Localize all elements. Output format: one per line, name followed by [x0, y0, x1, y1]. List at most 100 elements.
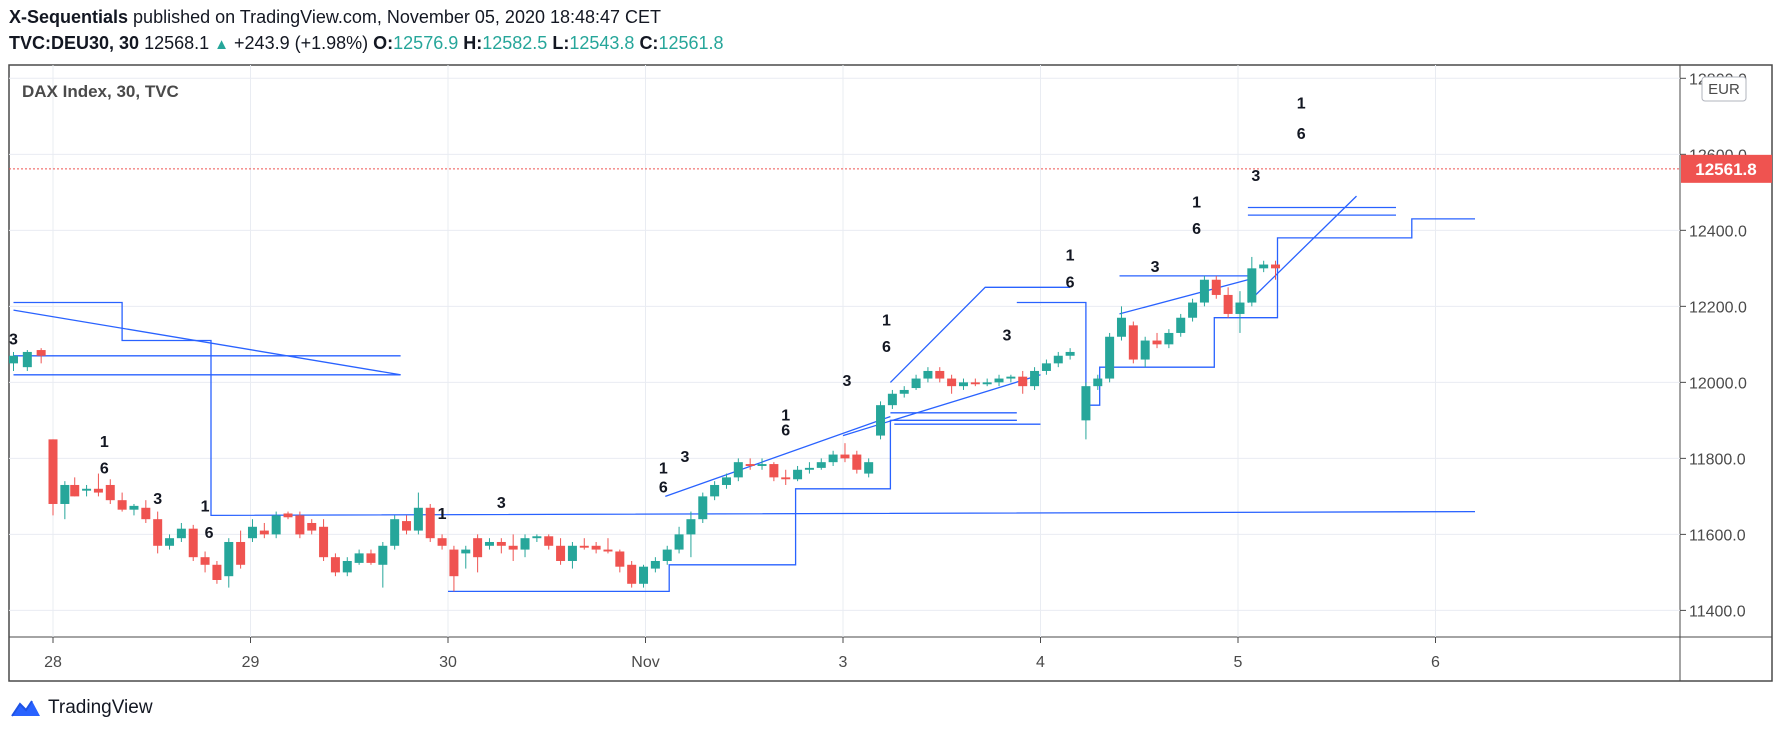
candle-body: [402, 521, 412, 531]
candle-body: [745, 464, 755, 466]
candle-body: [911, 378, 921, 389]
y-tick-label: 12000.0: [1689, 375, 1747, 392]
candle-body: [769, 464, 779, 478]
x-tick-label: 28: [44, 654, 62, 671]
candle-body: [82, 488, 92, 491]
last-price-tag-label: 12561.8: [1695, 160, 1756, 179]
candle-body: [425, 507, 435, 539]
time-axis[interactable]: 28 29 30 Nov 3 4 5 6: [44, 637, 1440, 671]
candle-body: [36, 350, 46, 356]
candle-body: [1271, 264, 1281, 269]
candle-body: [390, 519, 400, 546]
tradingview-logo[interactable]: TradingView: [10, 697, 153, 719]
sequence-count-label: 1: [882, 312, 891, 329]
overlay-line: [889, 286, 1071, 383]
candle-body: [887, 393, 897, 406]
candle-body: [461, 549, 471, 554]
candle-body: [532, 536, 542, 539]
open-value: 12576.9: [393, 33, 459, 53]
published-text: published on TradingView.com, November 0…: [133, 7, 662, 27]
candle-body: [1211, 279, 1221, 295]
candle-body: [22, 351, 32, 368]
candle-body: [1247, 268, 1257, 303]
sequence-count-label: 3: [153, 491, 162, 508]
candle-body: [556, 545, 566, 561]
candle-body: [165, 538, 175, 546]
sequence-count-label: 1: [659, 461, 668, 478]
candle-body: [247, 526, 257, 539]
candle-body: [781, 477, 791, 480]
candle-body: [947, 378, 957, 387]
overlay-line: [1119, 279, 1249, 315]
candle-body: [591, 545, 601, 550]
candle-body: [378, 545, 388, 565]
y-tick-label: 11800.0: [1689, 451, 1746, 468]
candle-body: [176, 528, 186, 539]
candle-body: [1152, 340, 1162, 345]
candle-body: [579, 545, 589, 548]
overlay-line: [1016, 218, 1475, 406]
sequence-count-label: 1: [201, 499, 210, 516]
sequence-count-label: 3: [1251, 168, 1260, 185]
candle-body: [603, 549, 613, 552]
candle-body: [1164, 332, 1174, 345]
sequence-count-label: 1: [1066, 248, 1075, 265]
candle-body: [935, 370, 945, 379]
candle-body: [698, 496, 708, 520]
candle-body: [413, 507, 423, 531]
candle-body: [840, 454, 850, 459]
candle-body: [615, 551, 625, 567]
close-label: C:: [639, 33, 659, 53]
candle-body: [674, 534, 684, 550]
low-value: 12543.8: [569, 33, 635, 53]
candle-body: [733, 462, 743, 478]
candle-body: [970, 382, 980, 385]
sequence-count-label: 6: [882, 339, 891, 356]
candle-body: [9, 355, 18, 364]
publish-info: X-Sequentials published on TradingView.c…: [9, 7, 661, 28]
candle-body: [1030, 370, 1040, 387]
candle-body: [1065, 351, 1075, 356]
author-name[interactable]: X-Sequentials: [9, 7, 129, 27]
last-price-tag: 12561.8: [1681, 154, 1772, 183]
candle-body: [982, 382, 992, 385]
candle-body: [129, 505, 139, 510]
candle-body: [200, 557, 210, 565]
overlay-line: [1247, 195, 1357, 303]
chart-frame: [8, 64, 1773, 682]
brand-name: TradingView: [48, 697, 153, 718]
high-value: 12582.5: [482, 33, 548, 53]
sequence-count-label: 6: [781, 423, 790, 440]
sequence-count-label: 3: [9, 331, 18, 348]
candle-body: [1259, 264, 1269, 269]
candle-body: [60, 484, 70, 504]
y-tick-label: 12400.0: [1689, 223, 1747, 240]
candle-body: [153, 519, 163, 546]
candle-body: [852, 454, 862, 470]
candle-body: [1199, 279, 1209, 303]
sequence-count-label: 3: [842, 373, 851, 390]
candle-body: [721, 477, 731, 485]
candle-body: [259, 530, 269, 535]
candle-body: [105, 484, 115, 501]
x-tick-label: 3: [839, 654, 848, 671]
sequence-count-label: 1: [1297, 96, 1306, 113]
x-tick-label: 5: [1234, 654, 1243, 671]
overlay-line: [13, 309, 401, 376]
candle-body: [319, 526, 329, 558]
overlay-line: [448, 419, 1017, 593]
candle-body: [366, 553, 376, 563]
candle-body: [1140, 340, 1150, 360]
x-tick-label: 30: [439, 654, 457, 671]
low-label: L:: [552, 33, 570, 53]
price-axis[interactable]: 11400.0 11600.0 11800.0 12000.0 12200.0 12400…: [1680, 71, 1747, 620]
candle-body: [639, 566, 649, 584]
currency-badge[interactable]: EUR: [1701, 76, 1747, 102]
candle-body: [544, 536, 554, 546]
currency-label: EUR: [1708, 81, 1740, 98]
candle-body: [757, 464, 767, 466]
x-tick-label: 6: [1431, 654, 1440, 671]
candle-body: [1235, 302, 1245, 314]
candle-body: [295, 515, 305, 535]
